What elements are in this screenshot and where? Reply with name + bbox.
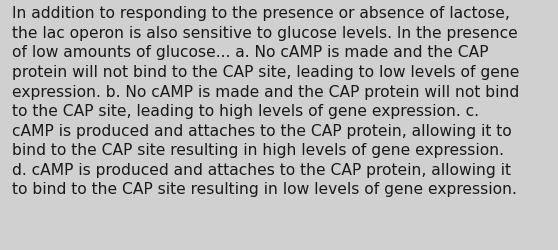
Text: In addition to responding to the presence or absence of lactose,
the lac operon : In addition to responding to the presenc… — [12, 6, 519, 196]
